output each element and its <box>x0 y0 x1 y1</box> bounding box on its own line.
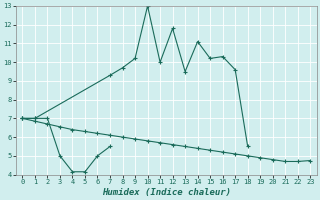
X-axis label: Humidex (Indice chaleur): Humidex (Indice chaleur) <box>102 188 231 197</box>
